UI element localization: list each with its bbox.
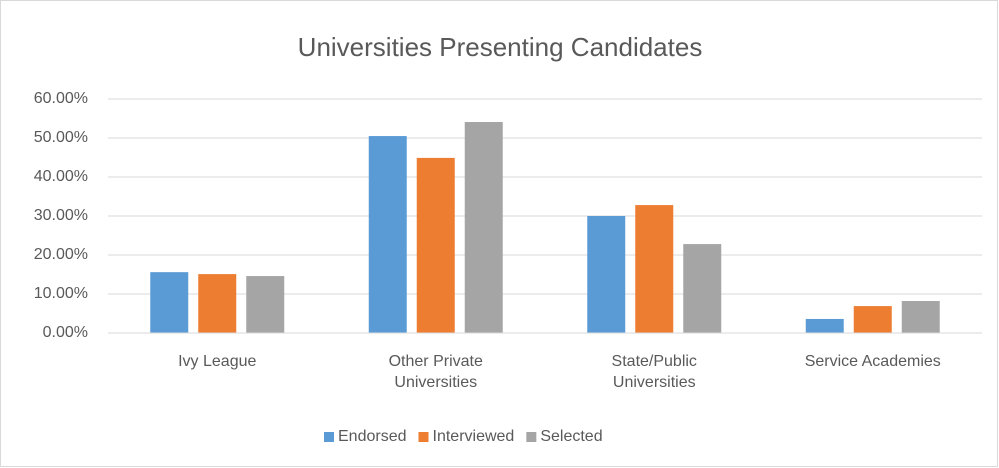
chart-title: Universities Presenting Candidates xyxy=(298,32,703,62)
legend-label: Selected xyxy=(540,428,602,445)
legend-label: Interviewed xyxy=(433,428,515,445)
y-tick-label: 20.00% xyxy=(34,246,88,263)
bar xyxy=(853,306,892,333)
bar xyxy=(587,216,626,333)
x-tick-label: Ivy League xyxy=(178,353,257,370)
y-tick-label: 30.00% xyxy=(34,207,88,224)
y-tick-label: 10.00% xyxy=(34,285,88,302)
x-tick-label: State/Public Universities xyxy=(611,353,697,391)
bar xyxy=(464,122,503,333)
y-tick-label: 0.00% xyxy=(43,324,88,341)
legend-swatch xyxy=(418,432,429,442)
legend-swatch xyxy=(526,432,537,442)
bar xyxy=(901,301,940,333)
x-tick-label: Other Private Universities xyxy=(388,353,483,391)
x-tick-label: Service Academies xyxy=(804,353,941,370)
bar xyxy=(368,136,407,333)
bar xyxy=(416,157,455,333)
legend-label: Endorsed xyxy=(338,428,407,445)
y-tick-label: 60.00% xyxy=(34,90,88,107)
y-tick-label: 40.00% xyxy=(34,168,88,185)
bar xyxy=(150,272,189,333)
bar xyxy=(683,244,722,333)
bar xyxy=(246,276,285,333)
y-tick-label: 50.00% xyxy=(34,129,88,146)
bar xyxy=(805,318,844,333)
legend-swatch xyxy=(324,432,334,442)
bar xyxy=(198,274,237,333)
bar xyxy=(635,205,674,333)
